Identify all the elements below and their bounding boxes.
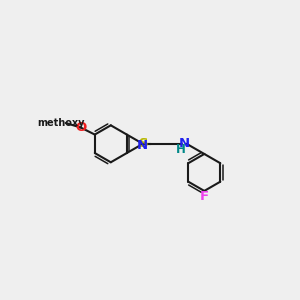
Text: S: S [139,136,148,149]
Text: N: N [179,136,190,149]
Text: N: N [136,139,148,152]
Text: F: F [200,190,209,203]
Text: H: H [176,143,185,156]
Text: methoxy: methoxy [37,118,85,128]
Text: O: O [75,121,86,134]
